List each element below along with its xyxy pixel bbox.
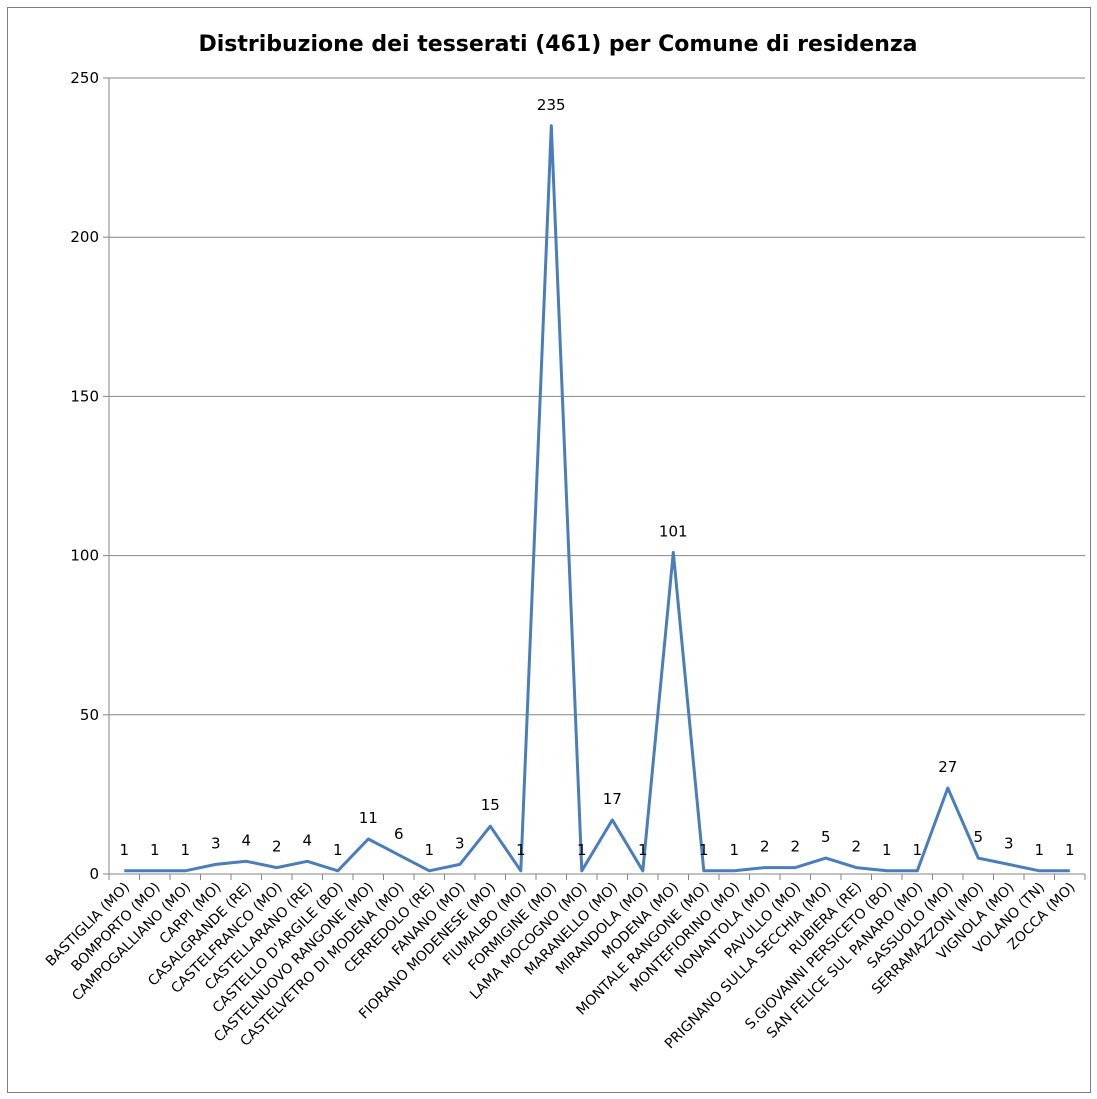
data-label: 15	[481, 796, 500, 814]
data-label: 3	[211, 834, 221, 852]
data-label: 1	[180, 841, 190, 859]
data-label: 1	[119, 841, 129, 859]
data-label: 1	[699, 841, 709, 859]
chart-frame: Distribuzione dei tesserati (461) per Co…	[7, 7, 1091, 1093]
data-label: 3	[1004, 834, 1014, 852]
line-chart: Distribuzione dei tesserati (461) per Co…	[43, 32, 1086, 1052]
y-tick-label: 200	[70, 228, 99, 246]
y-tick-label: 100	[70, 547, 99, 565]
data-label: 1	[577, 841, 587, 859]
grid-lines	[109, 77, 1085, 716]
data-label: 1	[150, 841, 160, 859]
data-label: 1	[1034, 841, 1044, 859]
y-axis-ticks: 0 50 100 150 200 250	[70, 69, 109, 883]
data-label: 5	[821, 828, 831, 846]
data-label: 2	[790, 838, 800, 856]
data-label: 1	[424, 841, 434, 859]
data-label: 27	[938, 758, 957, 776]
data-label: 11	[359, 809, 378, 827]
x-axis: BASTIGLIA (MO)BOMPORTO (MO)CAMPOGALLIANO…	[43, 78, 1086, 1052]
series-polyline	[124, 124, 1070, 873]
chart-title: Distribuzione dei tesserati (461) per Co…	[198, 32, 917, 57]
y-tick-label: 0	[89, 865, 99, 883]
data-label: 1	[882, 841, 892, 859]
data-label: 2	[272, 838, 282, 856]
data-label: 4	[302, 831, 312, 849]
data-label: 3	[455, 834, 465, 852]
y-tick-label: 50	[80, 706, 99, 724]
y-tick-label: 150	[70, 387, 99, 405]
data-label: 2	[851, 838, 861, 856]
data-label: 1	[912, 841, 922, 859]
data-label: 1	[729, 841, 739, 859]
data-label: 4	[241, 831, 251, 849]
data-label: 101	[659, 522, 688, 540]
y-tick-label: 250	[70, 69, 99, 87]
series-line	[124, 124, 1070, 873]
data-label: 6	[394, 825, 404, 843]
data-label: 1	[333, 841, 343, 859]
data-label: 2	[760, 838, 770, 856]
data-label: 5	[973, 828, 983, 846]
data-label: 1	[638, 841, 648, 859]
data-label: 1	[516, 841, 526, 859]
data-label: 17	[603, 790, 622, 808]
data-label: 1	[1065, 841, 1075, 859]
data-label: 235	[537, 96, 566, 114]
